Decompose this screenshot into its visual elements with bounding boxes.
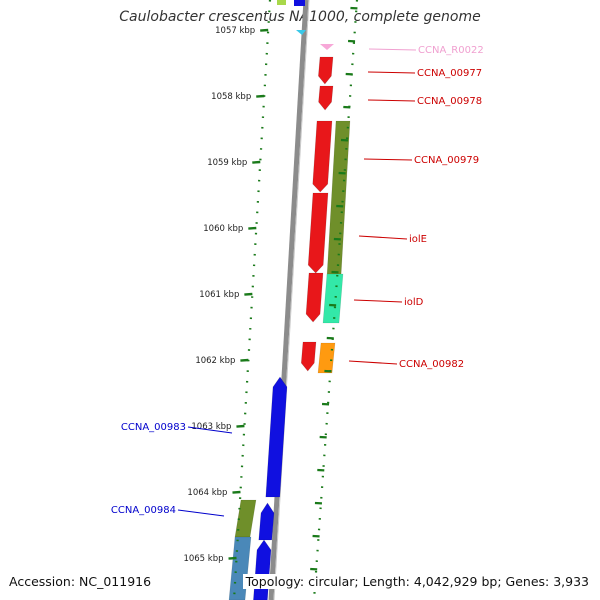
tick-label: 1063 kbp	[191, 422, 231, 432]
gene-label[interactable]: CCNA_00978	[417, 96, 482, 107]
label-leader-line	[363, 158, 413, 161]
tick-mark	[252, 160, 261, 164]
tick-label: 1059 kbp	[207, 158, 247, 168]
tick-mark	[248, 226, 257, 230]
gene-ioie[interactable]	[307, 192, 329, 274]
gene-ccna-00984[interactable]	[258, 502, 275, 541]
cog-band-steel-inner	[228, 536, 252, 600]
cog-band-orange	[317, 342, 336, 374]
gene-label-layer: CCNA_R0022 CCNA_00977 CCNA_00978 CCNA_00979…	[111, 45, 484, 517]
gene-fragment-top	[294, 0, 305, 6]
cog-band-fragment	[277, 0, 286, 5]
tick-label: 1064 kbp	[187, 488, 227, 498]
tick-track: 1057 kbp 1058 kbp 1059 kbp 1060 kbp 1061 kbp…	[183, 0, 359, 600]
tick-mark	[232, 490, 241, 494]
tick-mark	[256, 94, 265, 98]
backbone-ring	[268, 0, 309, 600]
tick-label: 1061 kbp	[199, 290, 239, 300]
gene-ccna-00982[interactable]	[300, 341, 317, 372]
tick-mark	[236, 424, 245, 428]
gene-label[interactable]: iolD	[404, 297, 424, 308]
gene-ccna-00978[interactable]	[318, 85, 334, 111]
tick-label: 1057 kbp	[215, 26, 255, 36]
gene-ccna-r0022[interactable]	[320, 44, 334, 50]
label-leader-line	[348, 360, 398, 365]
gene-label[interactable]: CCNA_R0022	[418, 45, 484, 56]
tick-label: 1065 kbp	[183, 554, 223, 564]
gene-ccna-00977[interactable]	[318, 56, 334, 85]
backbone-highlight	[273, 0, 310, 600]
gene-iold[interactable]	[305, 272, 324, 323]
rna-fragment-top	[296, 30, 306, 35]
label-leader-line	[367, 71, 416, 74]
gene-label[interactable]: CCNA_00982	[399, 359, 464, 370]
cog-band-teal	[322, 273, 344, 324]
tick-mark	[240, 358, 249, 362]
tick-mark	[244, 292, 253, 296]
label-leader-line	[187, 426, 233, 434]
gene-ccna-00983[interactable]	[265, 376, 288, 498]
label-leader-line	[353, 299, 403, 303]
gene-ccna-00979[interactable]	[312, 120, 333, 193]
accession-text: Accession: NC_011916	[9, 574, 152, 589]
tick-mark	[228, 556, 237, 560]
map-title: Caulobacter crescentus NA1000, complete …	[119, 9, 481, 25]
tick-label: 1058 kbp	[211, 92, 251, 102]
gene-label[interactable]: CCNA_00983	[121, 422, 186, 433]
gene-track	[253, 0, 334, 600]
gene-label[interactable]: iolE	[409, 234, 427, 245]
backbone-layer	[268, 0, 310, 600]
tick-mark	[260, 28, 269, 32]
gene-label[interactable]: CCNA_00984	[111, 505, 176, 516]
genome-summary-text: Topology: circular; Length: 4,042,929 bp…	[242, 574, 589, 589]
label-leader-line	[177, 509, 225, 517]
gene-reverse-continuation[interactable]	[253, 539, 272, 600]
gene-label[interactable]: CCNA_00977	[417, 68, 482, 79]
gene-label[interactable]: CCNA_00979	[414, 155, 479, 166]
label-leader-line	[358, 235, 408, 240]
tick-label: 1062 kbp	[195, 356, 235, 366]
tick-label: 1060 kbp	[203, 224, 243, 234]
label-leader-line	[367, 99, 416, 102]
label-leader-line	[368, 48, 417, 51]
